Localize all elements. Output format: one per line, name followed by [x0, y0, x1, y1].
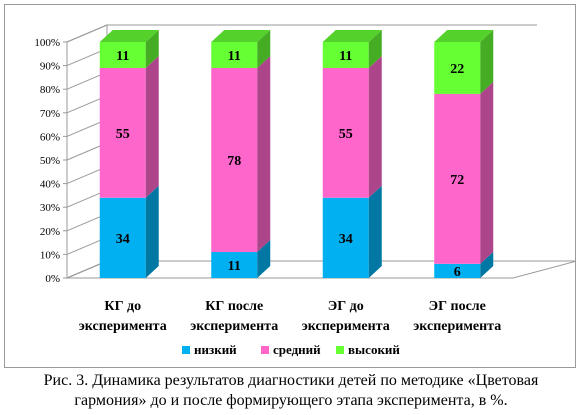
y-tick-label: 20%: [40, 226, 60, 238]
bar-segment: [99, 67, 146, 198]
bar-segment-top: [434, 30, 494, 42]
legend-swatch: [182, 346, 190, 354]
bar-segment-side: [368, 30, 382, 68]
data-label: 11: [228, 259, 241, 274]
bar-segment: [322, 42, 369, 68]
y-tick-label: 60%: [40, 131, 60, 143]
data-label: 22: [450, 62, 464, 77]
y-tick-label: 100%: [34, 37, 60, 49]
data-label: 72: [450, 173, 464, 188]
bar-segment-side: [145, 55, 159, 198]
bar-segment-side: [480, 81, 494, 264]
y-tick-label: 30%: [40, 202, 60, 214]
x-category-label: эксперимента: [190, 319, 278, 334]
legend-swatch: [261, 346, 269, 354]
data-label: 55: [339, 127, 353, 142]
bar-segment-top: [211, 30, 271, 42]
bar-segment-side: [480, 251, 494, 278]
x-category-label: эксперимента: [302, 319, 390, 334]
legend-label: низкий: [194, 342, 237, 357]
x-category-label: КГ до: [104, 299, 141, 314]
data-label: 11: [116, 49, 129, 64]
bar-segment: [211, 42, 258, 68]
data-label: 34: [339, 232, 353, 247]
y-tick-label: 10%: [40, 249, 60, 261]
figure-caption: Рис. 3. Динамика результатов диагностики…: [0, 371, 582, 411]
bar-segment: [322, 67, 369, 198]
bar-segment: [434, 93, 481, 264]
bar-segment: [434, 42, 481, 94]
bar-segment: [322, 197, 369, 278]
legend-swatch: [336, 346, 344, 354]
bar-segment-side: [368, 185, 382, 278]
y-tick-label: 70%: [40, 108, 60, 120]
x-category-label: ЭГ до: [328, 299, 364, 314]
bar-segment-side: [145, 30, 159, 68]
x-category-label: КГ после: [205, 299, 263, 314]
legend-label: средний: [273, 342, 321, 357]
y-tick-label: 0%: [45, 273, 60, 285]
bar-segment-side: [480, 30, 494, 94]
bar-segment: [99, 197, 146, 278]
y-tick-label: 80%: [40, 84, 60, 96]
bar-segment-side: [368, 55, 382, 198]
bar-segment: [434, 263, 481, 278]
data-label: 6: [454, 265, 461, 280]
data-label: 55: [116, 127, 130, 142]
bar-segment-top: [322, 30, 382, 42]
legend-label: высокий: [348, 342, 400, 357]
x-category-label: ЭГ после: [429, 299, 486, 314]
y-tick-label: 90%: [40, 61, 60, 73]
data-label: 11: [228, 49, 241, 64]
x-category-label: эксперимента: [79, 319, 167, 334]
bar-segment: [211, 67, 258, 253]
bar-segment-side: [145, 185, 159, 278]
bar-segment-side: [257, 240, 271, 278]
bar-segment: [99, 42, 146, 68]
data-label: 11: [339, 49, 352, 64]
bar-segment-top: [99, 30, 159, 42]
y-tick-depth-line: [66, 24, 108, 43]
x-category-label: эксперимента: [413, 319, 501, 334]
caption-line-2: гармония» до и после формирующего этапа …: [74, 392, 508, 409]
bar-segment-side: [257, 55, 271, 253]
y-tick-label: 40%: [40, 179, 60, 191]
data-label: 34: [116, 232, 130, 247]
y-tick-label: 50%: [40, 155, 60, 167]
data-label: 78: [227, 154, 241, 169]
stacked-bar-chart: 0% 10% 20% 30% 40% 50% 60% 70% 80% 90% 100% 34 55 11 К…: [34, 24, 575, 357]
bar-segment: [211, 252, 258, 278]
bar-segment-side: [257, 30, 271, 68]
caption-line-1: Рис. 3. Динамика результатов диагностики…: [43, 372, 539, 389]
chart-frame: 0% 10% 20% 30% 40% 50% 60% 70% 80% 90% 100% 34 55 11 К…: [4, 4, 576, 368]
